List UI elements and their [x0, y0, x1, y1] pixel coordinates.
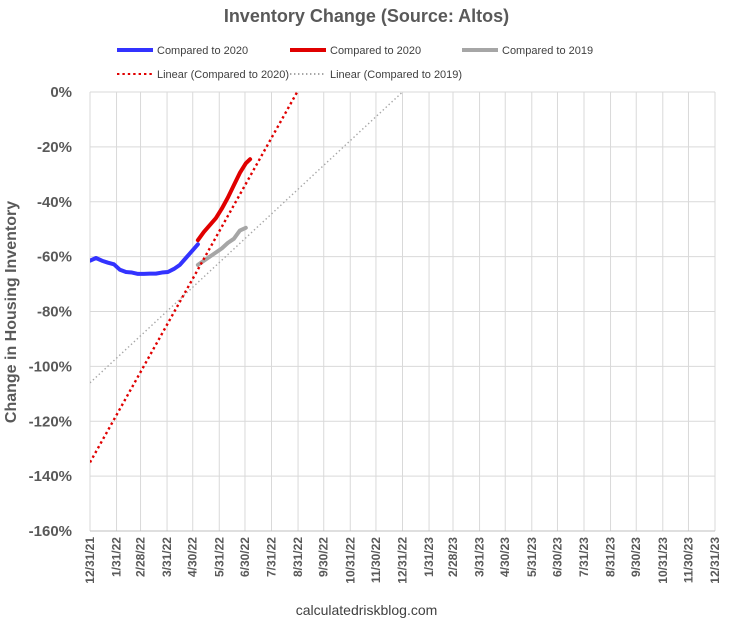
x-tick-label: 12/31/21 — [83, 537, 97, 584]
x-tick-label: 1/31/22 — [110, 537, 124, 577]
y-tick-label: -120% — [29, 413, 72, 430]
x-tick-label: 11/30/23 — [681, 537, 695, 583]
y-tick-label: -160% — [29, 523, 72, 540]
series-group — [90, 92, 403, 463]
x-tick-label: 8/31/23 — [604, 537, 618, 577]
x-tick-label: 3/31/22 — [160, 537, 174, 577]
legend-label: Compared to 2020 — [330, 45, 421, 57]
series-line-compared-to-2019 — [195, 225, 248, 267]
x-tick-label: 7/31/23 — [577, 537, 591, 577]
footer-source: calculatedriskblog.com — [295, 602, 438, 618]
x-tick-label: 2/28/22 — [134, 537, 148, 577]
legend: Compared to 2020 Compared to 2020 Compared… — [117, 45, 593, 81]
series-line-compared-to-2020 — [90, 242, 200, 276]
x-tick-label: 6/30/23 — [550, 537, 564, 577]
x-tick-label: 10/31/22 — [343, 537, 357, 584]
grid — [89, 91, 716, 532]
x-tick-label: 8/31/22 — [291, 537, 305, 577]
series-line-compared-to-2020 — [195, 157, 253, 243]
x-tick-label: 10/31/23 — [656, 537, 670, 584]
y-tick-label: -100% — [29, 358, 72, 375]
y-tick-label: -60% — [37, 249, 72, 266]
legend-label: Compared to 2019 — [502, 45, 593, 57]
y-axis-label: Change in Housing Inventory — [3, 201, 20, 423]
legend-label: Compared to 2020 — [157, 45, 248, 57]
x-tick-label: 6/30/22 — [238, 537, 252, 577]
chart-title: Inventory Change (Source: Altos) — [223, 6, 510, 26]
y-tick-label: -20% — [37, 139, 72, 156]
y-tick-label: -80% — [37, 304, 72, 321]
series-line-linear-compared-to-2019 — [90, 92, 403, 384]
legend-label: Linear (Compared to 2019) — [330, 69, 462, 81]
x-tick-label: 9/30/22 — [317, 537, 331, 577]
x-tick-label: 3/31/23 — [473, 537, 487, 577]
x-tick-label: 12/31/22 — [396, 537, 410, 584]
x-tick-label: 5/31/23 — [525, 537, 539, 577]
axes: 0% -20% -40% -60% -80% -100% -120% -140% -160% 12… — [29, 84, 722, 584]
y-tick-label: 0% — [50, 84, 72, 101]
x-tick-label: 4/30/22 — [186, 537, 200, 577]
x-tick-label: 12/31/23 — [708, 537, 722, 584]
x-tick-label: 7/31/22 — [265, 537, 279, 577]
y-tick-label: -40% — [37, 194, 72, 211]
x-tick-label: 5/31/22 — [212, 537, 226, 577]
x-tick-label: 9/30/23 — [629, 537, 643, 577]
x-tick-label: 1/31/23 — [422, 537, 436, 577]
x-tick-label: 4/30/23 — [498, 537, 512, 577]
x-tick-label: 11/30/22 — [369, 537, 383, 583]
series-line-linear-compared-to-2020 — [90, 92, 299, 463]
y-tick-label: -140% — [29, 468, 72, 485]
x-tick-label: 2/28/23 — [446, 537, 460, 577]
legend-label: Linear (Compared to 2020) — [157, 69, 289, 81]
